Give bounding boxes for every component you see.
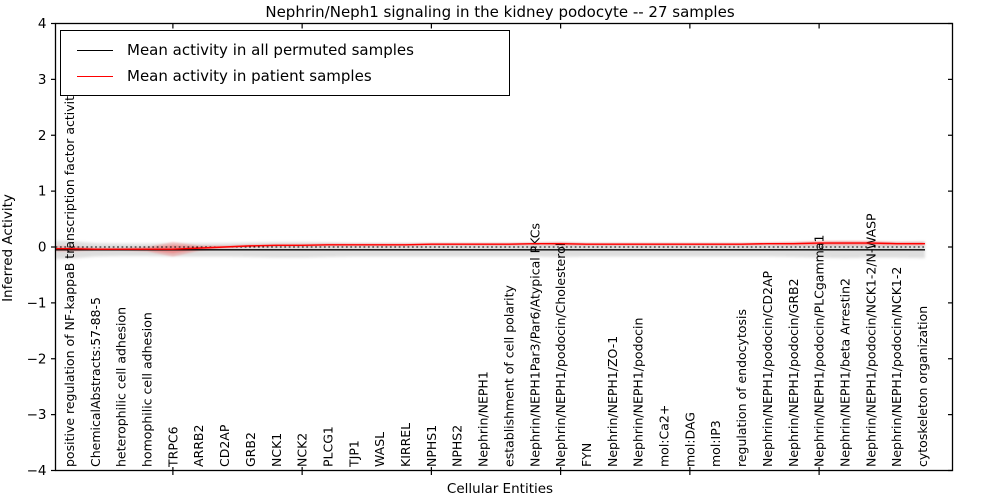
x-category-label: regulation of endocytosis — [734, 309, 749, 467]
x-category-label: Nephrin/NEPH1/podocin/NCK1-2/N-WASP — [863, 213, 878, 467]
y-tick-label: 0 — [38, 240, 47, 256]
x-category-label: KIRREL — [398, 423, 413, 467]
x-category-label: Nephrin/NEPH1/ZO-1 — [605, 336, 620, 467]
y-tick-label: −2 — [27, 351, 47, 367]
x-category-label: WASL — [372, 432, 387, 467]
x-category-label: cytoskeleton organization — [915, 306, 930, 467]
x-category-label: mol:Ca2+ — [657, 405, 672, 467]
x-category-label: ChemicalAbstracts:57-88-5 — [88, 297, 103, 467]
legend: Mean activity in all permuted samples Me… — [60, 30, 510, 96]
x-category-label: positive regulation of NF-kappaB transcr… — [62, 88, 77, 467]
legend-label-permuted: Mean activity in all permuted samples — [127, 41, 414, 59]
x-category-label: Nephrin/NEPH1/podocin/Cholesterol — [553, 243, 568, 467]
y-tick-label: 4 — [38, 16, 47, 32]
x-axis-label: Cellular Entities — [446, 481, 554, 497]
legend-entry-patient: Mean activity in patient samples — [71, 63, 499, 89]
y-tick-label: 3 — [38, 72, 47, 88]
legend-entry-permuted: Mean activity in all permuted samples — [71, 37, 499, 63]
x-category-label: mol:DAG — [682, 412, 697, 467]
legend-label-patient: Mean activity in patient samples — [127, 67, 372, 85]
x-category-label: Nephrin/NEPH1/beta Arrestin2 — [837, 278, 852, 467]
x-category-label: mol:IP3 — [708, 420, 723, 467]
x-category-label: PLCG1 — [320, 426, 335, 467]
x-category-label: GRB2 — [243, 432, 258, 467]
chart-title: Nephrin/Neph1 signaling in the kidney po… — [265, 3, 735, 21]
x-category-label: TRPC6 — [165, 426, 180, 468]
x-category-label: homophilic cell adhesion — [140, 312, 155, 467]
x-category-label: Nephrin/NEPH1 — [476, 371, 491, 467]
y-tick-label: 1 — [38, 184, 47, 200]
x-category-label: heterophilic cell adhesion — [114, 307, 129, 467]
x-category-label: CD2AP — [217, 424, 232, 467]
x-category-label: Nephrin/NEPH1/podocin — [631, 318, 646, 467]
patient-mean-line — [55, 242, 925, 250]
x-category-label: establishment of cell polarity — [501, 285, 516, 467]
permuted-line-swatch — [77, 49, 113, 51]
x-category-label: TJP1 — [346, 440, 361, 468]
x-category-label: Nephrin/NEPH1/podocin/PLCgamma1 — [812, 235, 827, 467]
patient-line-swatch — [77, 75, 113, 77]
y-tick-label: −4 — [27, 463, 47, 479]
x-category-label: ARRB2 — [191, 425, 206, 467]
x-category-label: Nephrin/NEPH1/podocin/CD2AP — [760, 271, 775, 467]
x-category-label: Nephrin/NEPH1/podocin/GRB2 — [786, 278, 801, 467]
y-tick-label: −3 — [27, 407, 47, 423]
x-category-label: NPHS2 — [450, 425, 465, 467]
x-category-label: NCK1 — [269, 433, 284, 467]
y-axis-label: Inferred Activity — [0, 194, 16, 302]
x-category-label: NCK2 — [295, 433, 310, 467]
x-category-label: Nephrin/NEPH1Par3/Par6/Atypical PKCs — [527, 223, 542, 467]
x-category-label: FYN — [579, 443, 594, 467]
y-tick-label: 2 — [38, 128, 47, 144]
y-tick-label: −1 — [27, 295, 47, 311]
x-category-label: Nephrin/NEPH1/podocin/NCK1-2 — [889, 267, 904, 467]
x-category-label: NPHS1 — [424, 425, 439, 467]
